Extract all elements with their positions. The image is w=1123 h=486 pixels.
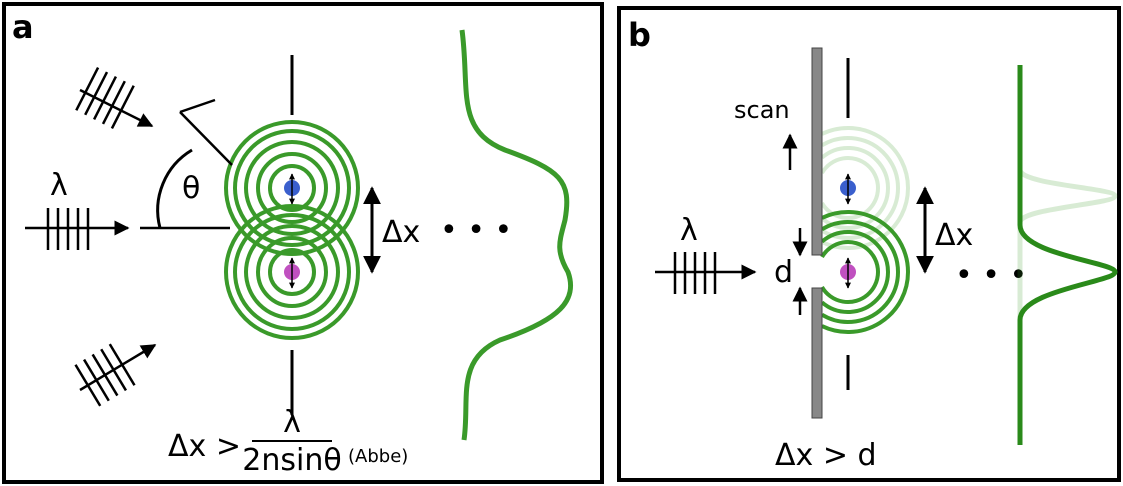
intensity-profile-faint [1017, 65, 1118, 440]
intensity-profile [1017, 65, 1118, 445]
angle-line [179, 98, 216, 114]
wave-ring [820, 240, 880, 304]
wavefronts [46, 208, 90, 250]
d-label: d [774, 255, 793, 290]
panel-border [617, 6, 1121, 482]
wave-ring [820, 230, 890, 314]
wave-ring [224, 204, 360, 340]
wavefronts [74, 343, 136, 407]
wavefronts [75, 66, 135, 130]
formula: Δx > d [775, 438, 877, 473]
lambda: λ [680, 213, 698, 248]
formula: Δx > [168, 429, 241, 464]
panel-label: b [628, 16, 651, 54]
wave-ring [256, 236, 328, 308]
formula-note: (Abbe) [348, 446, 408, 467]
scan-label: scan [734, 96, 790, 124]
wave-ring [821, 210, 910, 334]
wave-circles [820, 126, 910, 334]
wavefronts [673, 252, 717, 294]
arrow [79, 88, 154, 128]
intensity-profile [459, 29, 574, 441]
wave-ring [244, 140, 340, 236]
dots: • • • [440, 213, 512, 248]
panel-a: a λ θ Δx • • • Δx > λ 2nsi [2, 2, 604, 484]
delta-x: Δx [382, 215, 420, 250]
lambda: λ [50, 168, 68, 203]
wave-ring [224, 120, 360, 256]
wave-ring [820, 146, 890, 230]
dots: • • • [955, 258, 1027, 293]
aperture [811, 287, 823, 419]
panel-border [2, 2, 604, 484]
arrow [79, 343, 157, 392]
formula-denominator: 2nsinθ [242, 443, 341, 478]
wave-ring [233, 129, 351, 247]
wave-ring [233, 213, 351, 331]
wave-ring [820, 156, 880, 220]
angle-line [179, 111, 233, 166]
wave-ring [256, 152, 328, 224]
panel-b: b λ scan d Δx • • • Δx > d [617, 6, 1121, 482]
theta: θ [182, 171, 200, 206]
delta-x: Δx [935, 218, 973, 253]
wave-ring [820, 220, 900, 324]
aperture [811, 47, 823, 256]
wave-ring [268, 248, 316, 296]
panel-label: a [12, 8, 34, 46]
wave-circles [224, 120, 360, 340]
formula-numerator: λ [283, 405, 301, 440]
wave-ring [268, 164, 316, 212]
angle-arc [156, 148, 193, 229]
wave-ring [244, 224, 340, 320]
wave-ring [820, 136, 900, 240]
wave-ring [821, 126, 910, 250]
